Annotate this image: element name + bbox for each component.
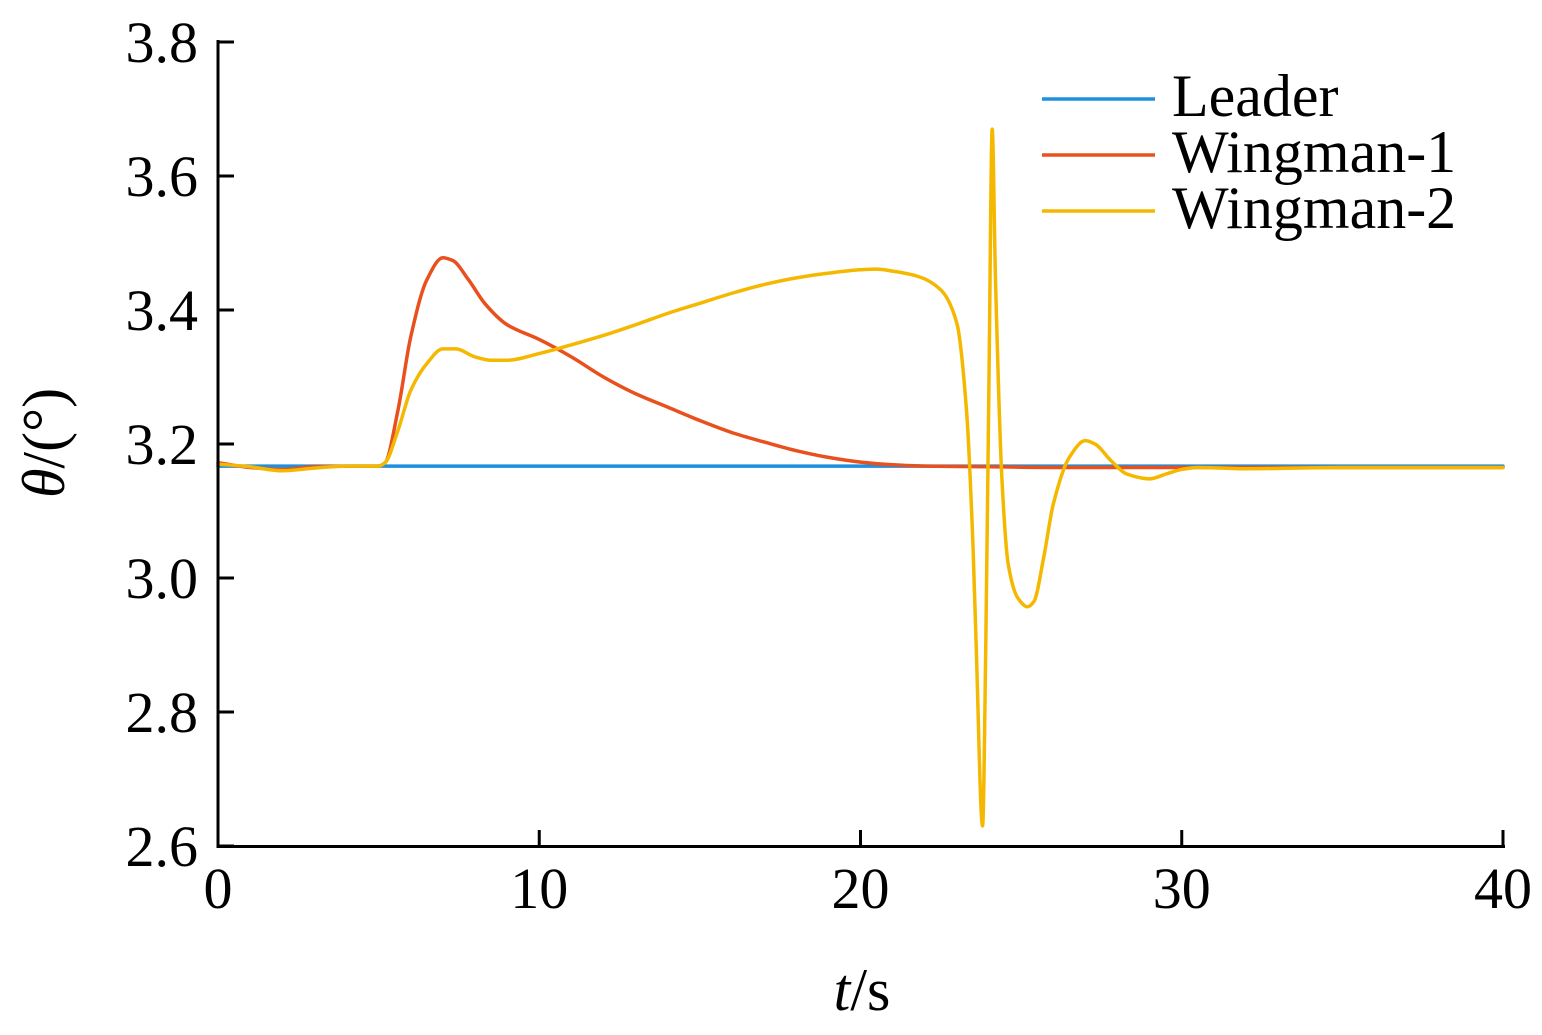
y-tick-label: 3.2 [126,412,199,477]
plot-area [216,127,1505,828]
ticks: 0 10 20 30 40 2.6 2.8 3.0 3.2 3.4 3.6 3.8 [126,10,1533,921]
y-tick-label: 3.0 [126,546,199,611]
x-tick-label: 40 [1474,856,1532,921]
x-tick-label: 0 [204,856,233,921]
x-tick-label: 20 [832,856,890,921]
y-axis-title: θ/(°) [11,388,77,498]
y-tick-label: 3.8 [126,10,199,75]
x-tick-label: 30 [1153,856,1211,921]
legend-label-leader: Leader [1172,63,1339,129]
legend-label-wingman-1: Wingman-1 [1172,119,1456,185]
y-axis-title-var: θ [11,469,77,498]
series-line-wingman-1 [216,255,1505,472]
x-axis-title-var: t [834,957,852,1023]
y-tick-label: 3.4 [126,278,199,343]
y-tick-label: 2.6 [126,814,199,879]
series-line-wingman-2 [216,127,1505,828]
x-tick-label: 10 [510,856,568,921]
y-tick-label: 2.8 [126,680,199,745]
y-axis-title-unit: /(°) [11,388,77,469]
x-axis-title: t/s [834,957,891,1023]
x-axis-title-unit: /s [850,957,890,1023]
y-tick-label: 3.6 [126,144,199,209]
legend-label-wingman-2: Wingman-2 [1172,175,1456,241]
